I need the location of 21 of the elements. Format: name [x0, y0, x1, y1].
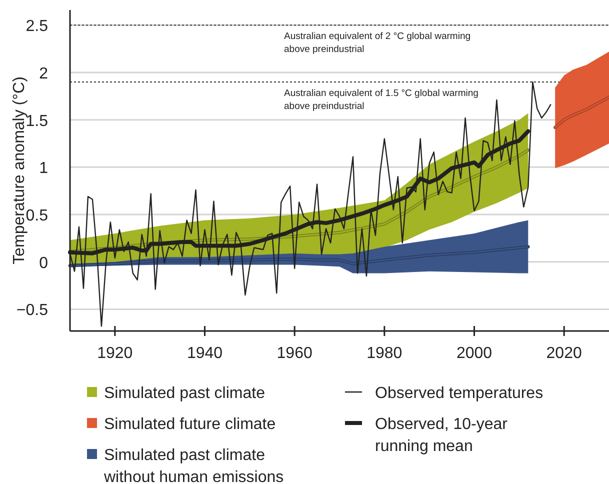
legend-label: Simulated future climate [104, 416, 276, 433]
y-tick-label: 0.5 [26, 208, 48, 225]
y-tick-label: 1.5 [26, 112, 48, 130]
y-tick-label: −0.5 [16, 302, 48, 320]
y-tick-label: 0 [39, 254, 48, 272]
legend-label: Observed, 10-year running mean [375, 416, 508, 455]
y-tick-label: 2 [39, 65, 48, 82]
x-tick-label: 1960 [276, 345, 312, 362]
x-tick-label: 2020 [546, 345, 582, 362]
legend-label: Simulated past climate [104, 385, 266, 402]
x-tick-label: 2000 [456, 345, 492, 362]
x-tick-label: 1940 [186, 345, 223, 362]
x-tick-label: 1980 [366, 345, 402, 362]
ref-line-label: Australian equivalent of 2 °C global warming above preindustrial [284, 31, 471, 56]
y-tick-label: 2.5 [26, 18, 48, 36]
ref-line-label: Australian equivalent of 1.5 °C global warming above preindustrial [284, 88, 478, 112]
x-tick-label: 1920 [97, 345, 133, 362]
y-tick-label: 1 [39, 160, 48, 178]
y-axis-title: Temperature anomaly (°C) [11, 76, 28, 264]
legend-label: Observed temperatures [375, 385, 544, 402]
legend-label: Simulated past climate without human emissions [103, 447, 284, 484]
